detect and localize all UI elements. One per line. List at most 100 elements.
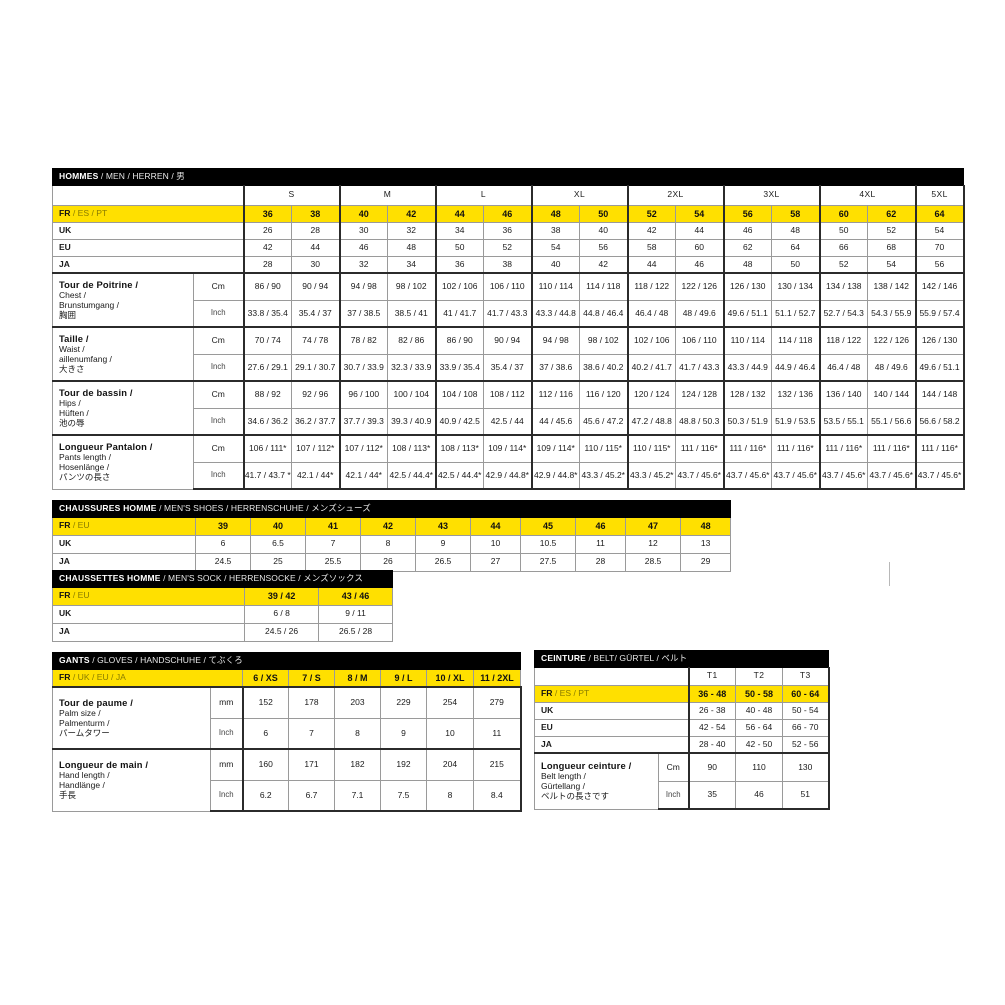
- men-meas-3-inch-cell: 42.1 / 44*: [291, 461, 340, 491]
- men-cell: 28: [242, 255, 292, 274]
- men-meas-3-cm-row: Longueur Pantalon / Pants length / Hosenlä…: [52, 434, 965, 490]
- men-meas-0-label: Tour de Poitrine / Chest / Brunstumgang / 胸…: [52, 272, 194, 328]
- men-meas-1-cm-cell: 106 / 110: [675, 326, 724, 355]
- socks-header-label: FR / EU: [51, 586, 246, 606]
- gloves-meas-1-label-title: Longueur de main /: [59, 759, 149, 771]
- men-size-group-5XL: 5XL: [914, 184, 965, 206]
- men-cell: 44: [626, 255, 676, 274]
- men-cell: 54: [675, 204, 724, 223]
- gloves-size-cell: 10 / XL: [426, 668, 474, 688]
- men-meas-0-cm-cell: 90 / 94: [291, 272, 340, 301]
- men-meas-3-unit-cm: Cm: [193, 434, 244, 463]
- men-title-rest: / MEN / HERREN / 男: [98, 171, 185, 181]
- men-cell: 32: [387, 221, 436, 240]
- gloves-meas-0-mm-cell: 279: [472, 686, 522, 719]
- shoes-size-cell: 45: [520, 516, 576, 536]
- gloves-meas-0-inch-cell: 7: [288, 717, 335, 750]
- men-meas-1-cm-cell: 82 / 86: [387, 326, 436, 355]
- men-cell: 52: [867, 221, 916, 240]
- men-cell: 34: [387, 255, 436, 274]
- gloves-meas-0-mm-cell: 254: [426, 686, 474, 719]
- men-cell: 50: [434, 238, 484, 257]
- men-cell: 40: [338, 204, 388, 223]
- shoes-title: CHAUSSURES HOMME / MEN'S SHOES / HERRENS…: [51, 500, 732, 518]
- gloves-meas-0-label: Tour de paume / Palm size / Palmenturm / パー…: [52, 686, 211, 750]
- men-meas-3-inch-cell: 42.5 / 44.4*: [434, 461, 484, 491]
- men-meas-1-inch-cell: 29.1 / 30.7: [291, 353, 340, 382]
- socks-row-label-ja-main: JA: [59, 626, 70, 637]
- belt-meas-label-title: Longueur ceinture /: [541, 760, 632, 772]
- men-cell: 48: [530, 204, 580, 223]
- men-meas-2-inch-cell: 50.3 / 51.9: [722, 407, 772, 436]
- men-meas-3-inch-cell: 43.7 / 45.6*: [818, 461, 868, 491]
- men-meas-0-inch-cell: 51.1 / 52.7: [771, 299, 820, 328]
- shoes-cell: 25.5: [305, 552, 361, 572]
- men-meas-1-unit-cm: Cm: [193, 326, 244, 355]
- men-meas-3-inch-cell: 43.7 / 45.6*: [914, 461, 965, 491]
- socks-title-rest: / MEN'S SOCK / HERRENSOCKE / メンズソックス: [160, 573, 363, 583]
- men-meas-2-cm-row: Tour de bassin / Hips / Hüften / 池の辱 Cm 88 / …: [52, 380, 965, 436]
- gloves-meas-1-mm-cell: 160: [241, 748, 289, 781]
- men-meas-0-cm-cell: 122 / 126: [675, 272, 724, 301]
- belt-size-group-T3: T3: [781, 666, 830, 686]
- belt-meas-label-line-2: ベルトの長さです: [541, 790, 610, 801]
- shoes-cell: 12: [625, 534, 681, 554]
- men-cell: 44: [675, 221, 724, 240]
- men-meas-3-cm-cell: 111 / 116*: [722, 434, 772, 463]
- men-cell: 30: [291, 255, 340, 274]
- men-size-group-L: L: [434, 184, 532, 206]
- men-meas-0-cm-cell: 134 / 138: [818, 272, 868, 301]
- gloves-meas-1-label-line-2: 手長: [59, 789, 77, 800]
- men-meas-1-inch-cell: 40.2 / 41.7: [626, 353, 676, 382]
- men-cell: 56: [579, 238, 628, 257]
- gloves-meas-1-inch-cell: 8: [426, 779, 474, 813]
- men-meas-2-inch-cell: 36.2 / 37.7: [291, 407, 340, 436]
- men-meas-0-cm-cell: 86 / 90: [242, 272, 292, 301]
- gloves-meas-1-mm-cell: 192: [380, 748, 427, 781]
- men-cell: 56: [914, 255, 965, 274]
- gloves-meas-0-inch-cell: 8: [334, 717, 381, 750]
- men-meas-2-cm-cell: 132 / 136: [771, 380, 820, 409]
- men-title-main: HOMMES: [59, 171, 99, 181]
- men-meas-3-inch-cell: 43.7 / 45.6*: [867, 461, 916, 491]
- men-meas-3-cm-cell: 111 / 116*: [771, 434, 820, 463]
- men-meas-3-inch-cell: 43.7 / 45.6*: [675, 461, 724, 491]
- gloves-meas-0-unit-mm: mm: [210, 686, 243, 719]
- shoes-size-cell: 39: [195, 516, 251, 536]
- men-meas-2-cm-cell: 144 / 148: [914, 380, 965, 409]
- men-cell: 58: [771, 204, 820, 223]
- men-row-label-uk: UK: [52, 221, 244, 240]
- men-cell: 46: [722, 221, 772, 240]
- men-meas-0-cm-cell: 98 / 102: [387, 272, 436, 301]
- men-meas-1-label: Taille / Waist / aillenumfang / 大きさ: [52, 326, 194, 382]
- shoes-row-label-uk-main: UK: [59, 538, 72, 549]
- men-cell: 40: [530, 255, 580, 274]
- men-meas-2-cm-cell: 140 / 144: [867, 380, 916, 409]
- shoes-row-label-ja-main: JA: [59, 556, 70, 567]
- men-meas-2-unit-cm: Cm: [193, 380, 244, 409]
- belt-cell: 40 - 48: [735, 701, 783, 720]
- men-cell: 48: [387, 238, 436, 257]
- belt-cell: 42 - 50: [735, 735, 783, 754]
- men-meas-1-inch-cell: 46.4 / 48: [818, 353, 868, 382]
- men-meas-3-cm-cell: 107 / 112*: [338, 434, 388, 463]
- men-cell: 50: [818, 221, 868, 240]
- belt-cell: 60 - 64: [781, 684, 830, 703]
- men-meas-2-cm-cell: 112 / 116: [530, 380, 580, 409]
- shoes-cell: 6: [195, 534, 251, 554]
- gloves-meas-1-inch-cell: 8.4: [472, 779, 522, 813]
- men-meas-0-inch-cell: 49.6 / 51.1: [722, 299, 772, 328]
- men-meas-3-cm-cell: 110 / 115*: [626, 434, 676, 463]
- men-cell: 50: [771, 255, 820, 274]
- men-row-label-fr-main: FR: [59, 207, 71, 218]
- men-meas-2-inch-cell: 51.9 / 53.5: [771, 407, 820, 436]
- men-meas-2-inch-row: Inch 34.6 / 36.2 36.2 / 37.7 37.7 / 39.3 39.…: [53, 407, 965, 436]
- shoes-cell: 25: [250, 552, 306, 572]
- men-meas-0-inch-cell: 41 / 41.7: [434, 299, 484, 328]
- men-meas-1-cm-cell: 110 / 114: [722, 326, 772, 355]
- men-meas-0-cm-cell: 102 / 106: [434, 272, 484, 301]
- belt-meas-label-line-0: Belt length /: [541, 771, 586, 782]
- men-row-uk: UK 26 28 30 32 34 36 38 40 42 44 46 48 50 52 54: [52, 221, 965, 240]
- men-meas-0-unit-inch: Inch: [193, 299, 244, 328]
